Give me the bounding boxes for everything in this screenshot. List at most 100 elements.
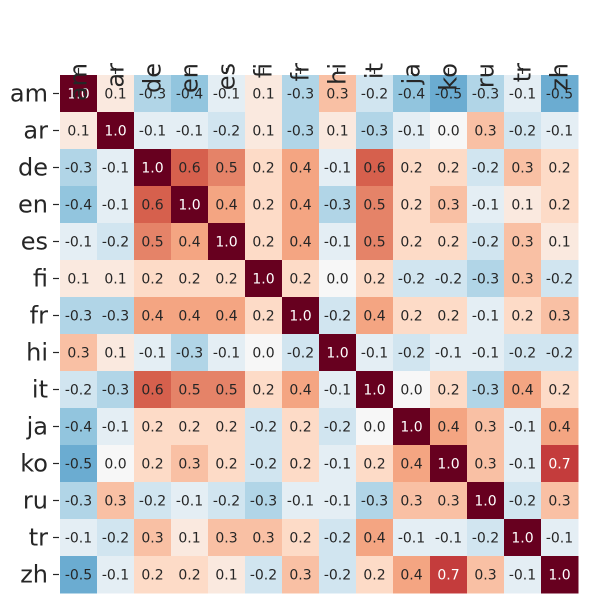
heatmap-cell-fr-it [356, 297, 394, 335]
cell-value-label: 0.2 [437, 235, 459, 251]
cell-value-label: -0.2 [213, 124, 240, 140]
heatmap-cell-ru-fi [245, 482, 283, 520]
heatmap-cell-tr-en [171, 519, 209, 557]
x-tick-label-en: en [176, 63, 204, 93]
heatmap-cell-de-ar [97, 149, 135, 187]
heatmap-cell-hi-hi [319, 334, 357, 372]
cell-value-label: 0.3 [67, 346, 89, 362]
heatmap-cell-ja-ko [430, 408, 468, 446]
cell-value-label: -0.1 [324, 383, 351, 399]
heatmap-cell-hi-fi [245, 334, 283, 372]
cell-value-label: -0.4 [65, 420, 92, 436]
heatmap-cell-en-hi [319, 186, 357, 224]
cell-value-label: -0.2 [546, 272, 573, 288]
cell-value-label: 0.3 [474, 420, 496, 436]
heatmap-cell-ar-zh [541, 112, 579, 150]
cell-value-label: 0.3 [437, 198, 459, 214]
heatmap-cell-hi-am [60, 334, 98, 372]
cell-value-label: 0.4 [141, 309, 163, 325]
heatmap-cell-fr-ja [393, 297, 431, 335]
x-axis: am ar de en es fi fr hi it ja ko ru tr zh [65, 63, 574, 101]
x-tick-label-ko: ko [435, 63, 463, 91]
cell-value-label: -0.1 [102, 161, 129, 177]
heatmap-cell-ar-ar [97, 112, 135, 150]
heatmap-cell-ko-tr [504, 445, 542, 483]
cell-value-label: 0.3 [511, 235, 533, 251]
cell-value-label: -0.1 [509, 457, 536, 473]
heatmap-cell-ko-fr [282, 445, 320, 483]
cell-value-label: -0.1 [176, 494, 203, 510]
cell-value-label: 1.0 [400, 420, 422, 436]
heatmap-cell-it-it [356, 371, 394, 409]
cell-value-label: 0.1 [104, 272, 126, 288]
cell-value-label: -0.2 [435, 272, 462, 288]
heatmap-cell-de-fi [245, 149, 283, 187]
cell-value-label: -0.2 [139, 494, 166, 510]
heatmap-cell-es-de [134, 223, 172, 261]
cell-value-label: 0.0 [104, 457, 126, 473]
cell-value-label: 0.3 [511, 272, 533, 288]
cell-value-label: -0.1 [324, 494, 351, 510]
heatmap-cell-zh-fi [245, 556, 283, 594]
cell-value-label: 0.4 [289, 198, 311, 214]
heatmap-cell-es-ar [97, 223, 135, 261]
cell-value-label: -0.3 [361, 494, 388, 510]
cell-value-label: 0.2 [215, 272, 237, 288]
y-tick-label-ko: ko [20, 450, 48, 478]
cell-value-label: 0.2 [548, 383, 570, 399]
cell-value-label: -0.3 [102, 383, 129, 399]
heatmap-cell-hi-zh [541, 334, 579, 372]
heatmap-cell-ru-ru [467, 482, 505, 520]
cell-value-label: -0.1 [509, 420, 536, 436]
heatmap-cell-en-fr [282, 186, 320, 224]
cell-value-label: 0.2 [437, 161, 459, 177]
heatmap-cell-es-am [60, 223, 98, 261]
heatmap-cell-hi-es [208, 334, 246, 372]
heatmap-cell-de-ja [393, 149, 431, 187]
heatmap-cell-ar-it [356, 112, 394, 150]
heatmap-cell-en-es [208, 186, 246, 224]
cell-value-label: 0.3 [400, 494, 422, 510]
cell-value-label: 0.1 [104, 87, 126, 103]
cell-value-label: 0.2 [363, 568, 385, 584]
cell-value-label: 0.5 [178, 383, 200, 399]
heatmap-cell-fr-es [208, 297, 246, 335]
heatmap-cell-de-hi [319, 149, 357, 187]
cell-value-label: 0.3 [511, 161, 533, 177]
cell-value-label: -0.1 [65, 531, 92, 547]
heatmap-cell-ar-fr [282, 112, 320, 150]
cell-value-label: -0.3 [250, 494, 277, 510]
cell-value-label: -0.3 [65, 161, 92, 177]
heatmap-cell-fr-zh [541, 297, 579, 335]
cell-value-label: 0.2 [289, 531, 311, 547]
cell-value-label: 0.4 [289, 235, 311, 251]
cell-value-label: -0.5 [65, 568, 92, 584]
heatmap-cell-zh-ja [393, 556, 431, 594]
heatmap-cell-fi-fi [245, 260, 283, 298]
cell-value-label: -0.2 [324, 309, 351, 325]
heatmap-cell-ko-ja [393, 445, 431, 483]
cell-value-label: 0.4 [400, 568, 422, 584]
cell-value-label: 0.5 [363, 235, 385, 251]
heatmap-cell-am-zh [541, 75, 579, 113]
cell-value-label: -0.1 [435, 531, 462, 547]
cell-value-label: 0.6 [178, 161, 200, 177]
cell-value-label: 0.2 [289, 420, 311, 436]
heatmap-cell-ja-ja [393, 408, 431, 446]
cell-value-label: 0.1 [67, 124, 89, 140]
heatmap-cell-zh-ar [97, 556, 135, 594]
heatmap-cell-ar-ko [430, 112, 468, 150]
heatmap-cell-fr-de [134, 297, 172, 335]
y-tick-label-es: es [21, 228, 48, 256]
cell-value-label: 1.0 [326, 346, 348, 362]
heatmap-cell-hi-ko [430, 334, 468, 372]
heatmap-cell-ru-ko [430, 482, 468, 520]
cell-value-label: 0.0 [437, 124, 459, 140]
cell-value-label: 0.4 [548, 420, 570, 436]
x-tick-label-am: am [65, 63, 93, 101]
heatmap-cell-am-ko [430, 75, 468, 113]
heatmap-cell-it-hi [319, 371, 357, 409]
cell-value-label: -0.2 [398, 272, 425, 288]
heatmap-cell-hi-ar [97, 334, 135, 372]
